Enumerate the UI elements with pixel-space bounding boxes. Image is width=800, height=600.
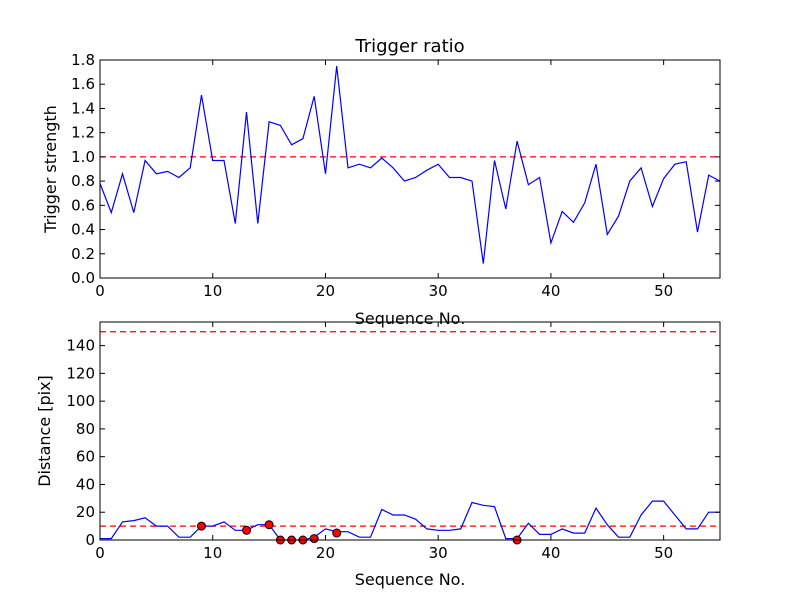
- trigger-ratio-chart: Trigger ratio 0 10 20 30 40 50 0.0 0.2 0.4 0.6 0.8…: [41, 36, 721, 328]
- y-tick-label: 0.4: [71, 221, 95, 239]
- y-tick-label: 1.4: [71, 99, 95, 117]
- y-tick-label: 0.6: [71, 196, 95, 214]
- x-tick-label: 40: [541, 282, 560, 300]
- y-tick-label: 80: [76, 420, 95, 438]
- event-marker: [332, 528, 342, 538]
- chart-title: Trigger ratio: [354, 36, 464, 57]
- x-tick-label: 40: [541, 544, 560, 562]
- x-tick-label: 10: [203, 282, 222, 300]
- y-tick-label: 40: [76, 475, 95, 493]
- y-tick-label: 60: [76, 448, 95, 466]
- x-tick-label: 20: [316, 282, 335, 300]
- x-tick-label: 50: [654, 282, 673, 300]
- event-marker: [196, 521, 206, 531]
- x-tick-label: 10: [203, 544, 222, 562]
- y-tick-label: 0.2: [71, 245, 95, 263]
- y-tick-label: 1.8: [71, 51, 95, 69]
- y-axis-label: Distance [pix]: [35, 375, 54, 487]
- x-tick-label: 20: [316, 544, 335, 562]
- y-tick-label: 0.8: [71, 172, 95, 190]
- x-tick-label: 30: [429, 544, 448, 562]
- y-tick-label: 20: [76, 503, 95, 521]
- y-tick-label: 0.0: [71, 269, 95, 287]
- series-line: [99, 66, 721, 264]
- event-marker: [264, 520, 274, 530]
- x-axis-label: Sequence No.: [355, 309, 466, 328]
- x-tick-label: 0: [95, 544, 105, 562]
- event-marker: [242, 525, 252, 535]
- x-tick-label: 50: [654, 544, 673, 562]
- y-tick-label: 1.0: [71, 148, 95, 166]
- y-tick-label: 120: [66, 364, 95, 382]
- y-tick-label: 1.6: [71, 75, 95, 93]
- x-tick-label: 0: [95, 282, 105, 300]
- y-axis-label: Trigger strength: [41, 105, 60, 234]
- distance-chart: 0 10 20 30 40 50 0 20 40 60 80 100 120 140 Sequence N…: [35, 321, 721, 589]
- event-marker: [309, 534, 319, 544]
- x-tick-label: 30: [429, 282, 448, 300]
- x-axis-label: Sequence No.: [355, 570, 466, 589]
- y-tick-label: 1.2: [71, 124, 95, 142]
- plot-frame: [99, 321, 721, 541]
- y-tick-label: 140: [66, 337, 95, 355]
- y-tick-label: 0: [85, 531, 95, 549]
- y-tick-label: 100: [66, 392, 95, 410]
- plot-frame: [99, 59, 721, 279]
